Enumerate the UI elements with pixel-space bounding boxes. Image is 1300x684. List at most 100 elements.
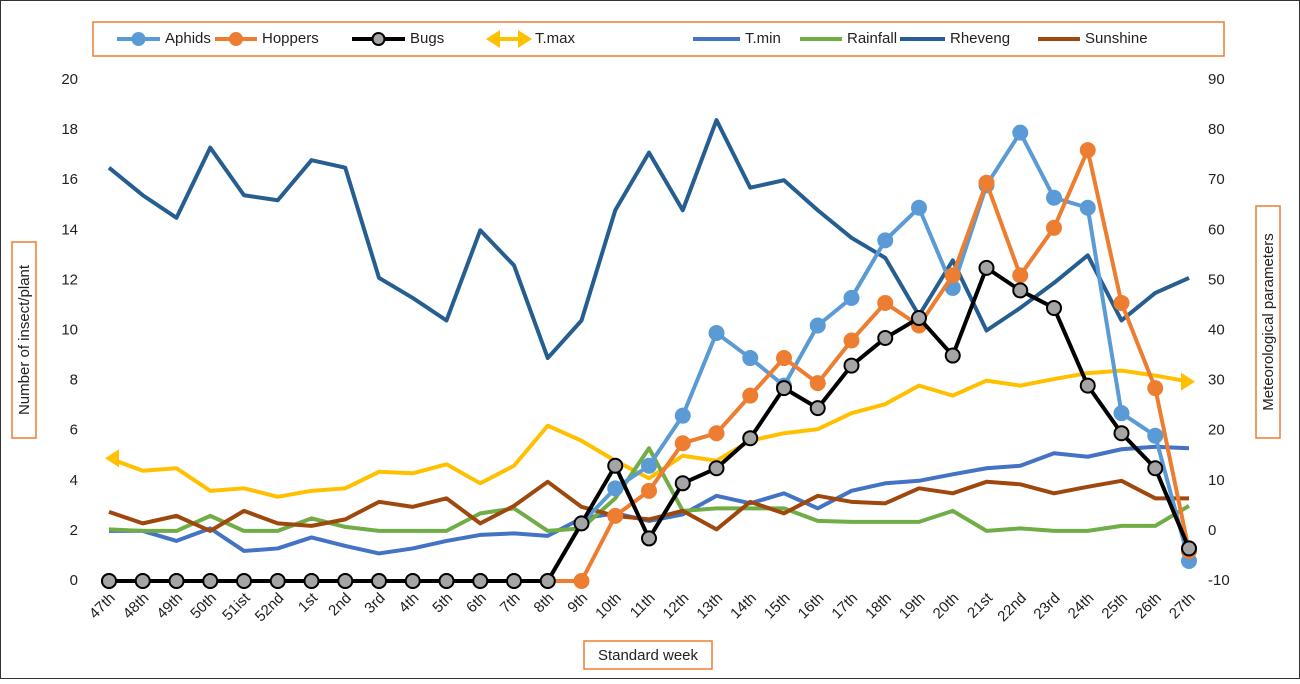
- data-point: [1012, 267, 1029, 284]
- data-point: [539, 573, 556, 589]
- y-axis-title: Number of insect/plant: [16, 264, 33, 415]
- y2-tick-label: 20: [1208, 422, 1225, 439]
- legend-marker: [229, 32, 243, 46]
- series-line: [108, 368, 1190, 499]
- y-tick-label: 4: [70, 472, 78, 489]
- series-line: [108, 446, 1191, 533]
- data-point: [708, 425, 725, 442]
- end-arrow: [105, 449, 119, 468]
- data-point: [607, 457, 624, 474]
- legend-arrow: [486, 30, 500, 48]
- data-point: [742, 387, 759, 404]
- y-tick-label: 14: [61, 221, 78, 238]
- data-point: [1079, 142, 1096, 159]
- legend-arrow: [518, 30, 532, 48]
- y2-tick-label: 10: [1208, 472, 1225, 489]
- data-point: [1147, 460, 1164, 477]
- data-point: [978, 174, 995, 191]
- y2-tick-label: 50: [1208, 271, 1225, 288]
- y-tick-label: 6: [70, 422, 78, 439]
- data-point: [236, 573, 252, 589]
- legend-label: Bugs: [410, 30, 444, 47]
- y-tick-label: 20: [61, 71, 78, 88]
- data-point: [168, 573, 185, 589]
- data-point: [742, 430, 759, 447]
- legend-marker: [371, 32, 386, 46]
- data-point: [1079, 377, 1096, 394]
- data-point: [843, 357, 860, 374]
- legend-marker: [131, 32, 146, 46]
- series-line: [107, 118, 1190, 361]
- data-point: [337, 573, 354, 589]
- data-point: [1079, 199, 1096, 216]
- y2-axis-title: Meteorological parameters: [1260, 233, 1277, 411]
- y-tick-label: 8: [70, 372, 78, 389]
- data-point: [944, 267, 961, 284]
- y2-tick-label: 70: [1208, 171, 1225, 188]
- data-point: [674, 475, 691, 492]
- data-point: [911, 309, 927, 326]
- data-point: [573, 573, 590, 589]
- legend-label: Rheveng: [950, 30, 1010, 47]
- data-point: [708, 460, 725, 477]
- y2-tick-label: 30: [1208, 372, 1225, 389]
- data-point: [1046, 189, 1062, 206]
- y2-tick-label: 0: [1208, 522, 1216, 539]
- data-point: [877, 294, 894, 311]
- y2-tick-label: 40: [1208, 321, 1225, 338]
- legend-label: Aphids: [165, 30, 211, 47]
- data-point: [202, 573, 219, 589]
- legend-label: T.min: [745, 30, 781, 47]
- data-point: [641, 530, 657, 547]
- data-point: [1147, 380, 1164, 397]
- legend-label: Rainfall: [847, 30, 897, 47]
- legend-label: Sunshine: [1085, 30, 1148, 47]
- legend-label: T.max: [535, 30, 576, 47]
- data-point: [438, 573, 455, 589]
- data-point: [1113, 294, 1130, 311]
- data-point: [843, 289, 860, 306]
- data-point: [1113, 425, 1130, 442]
- legend-label: Hoppers: [262, 30, 319, 47]
- y2-tick-label: 80: [1208, 121, 1225, 138]
- y-tick-label: 10: [61, 321, 78, 338]
- data-point: [472, 573, 489, 589]
- end-arrow: [1181, 372, 1195, 391]
- data-point: [1046, 299, 1062, 316]
- data-point: [1046, 219, 1062, 236]
- data-point: [674, 407, 691, 424]
- data-point: [708, 325, 725, 342]
- series-line: [108, 478, 1189, 533]
- data-point: [134, 573, 151, 589]
- data-point: [506, 573, 522, 589]
- y-tick-label: 18: [61, 121, 78, 138]
- legend-box: [92, 21, 1225, 57]
- data-point: [641, 482, 657, 499]
- data-point: [641, 457, 657, 474]
- data-point: [371, 573, 387, 589]
- y-tick-label: 0: [70, 572, 78, 589]
- y2-tick-label: -10: [1208, 572, 1230, 589]
- y-tick-label: 16: [61, 171, 78, 188]
- data-point: [809, 317, 826, 334]
- y2-tick-label: 60: [1208, 221, 1225, 238]
- y-tick-label: 12: [61, 271, 78, 288]
- x-title-box: [583, 640, 713, 670]
- data-point: [101, 573, 117, 589]
- data-point: [742, 350, 759, 367]
- data-point: [573, 515, 590, 532]
- data-point: [1012, 124, 1029, 141]
- data-point: [1012, 282, 1029, 299]
- data-point: [877, 330, 894, 347]
- y-title-box: [11, 241, 37, 439]
- data-point: [944, 347, 961, 364]
- data-point: [1181, 540, 1197, 557]
- data-point: [269, 573, 286, 589]
- data-point: [911, 199, 927, 216]
- data-point: [776, 350, 792, 367]
- data-point: [1147, 427, 1164, 444]
- y2-tick-label: 90: [1208, 71, 1225, 88]
